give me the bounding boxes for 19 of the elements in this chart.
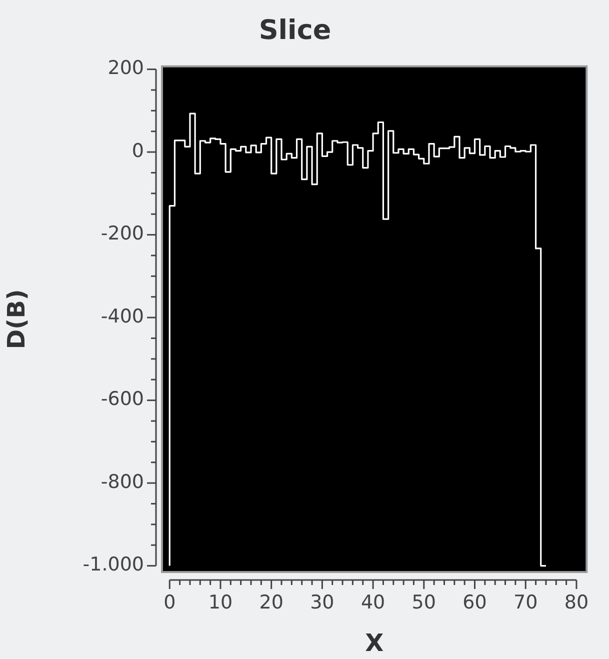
y-tick-label: 200 [108,57,144,80]
y-tick-label: -1.000 [82,554,144,576]
x-tick-label: 30 [310,591,334,614]
y-tick-label: -600 [100,388,144,410]
x-tick-label: 10 [208,591,233,614]
y-axis-title: D(B) [2,289,31,350]
y-tick-label: 0 [132,140,144,162]
x-tick-label: 20 [259,591,284,614]
x-tick-label: 0 [164,591,176,614]
x-tick-label: 50 [412,591,436,614]
x-tick-label: 70 [514,591,538,614]
y-tick-label: -200 [100,222,144,245]
y-tick-label: -400 [100,305,144,328]
y-tick-label: -800 [100,470,144,493]
x-axis-title: X [365,628,384,657]
x-tick-label: 40 [360,591,386,614]
x-tick-label: 60 [462,591,487,614]
x-tick-label: 80 [564,591,589,614]
chart-title: Slice [258,15,332,46]
